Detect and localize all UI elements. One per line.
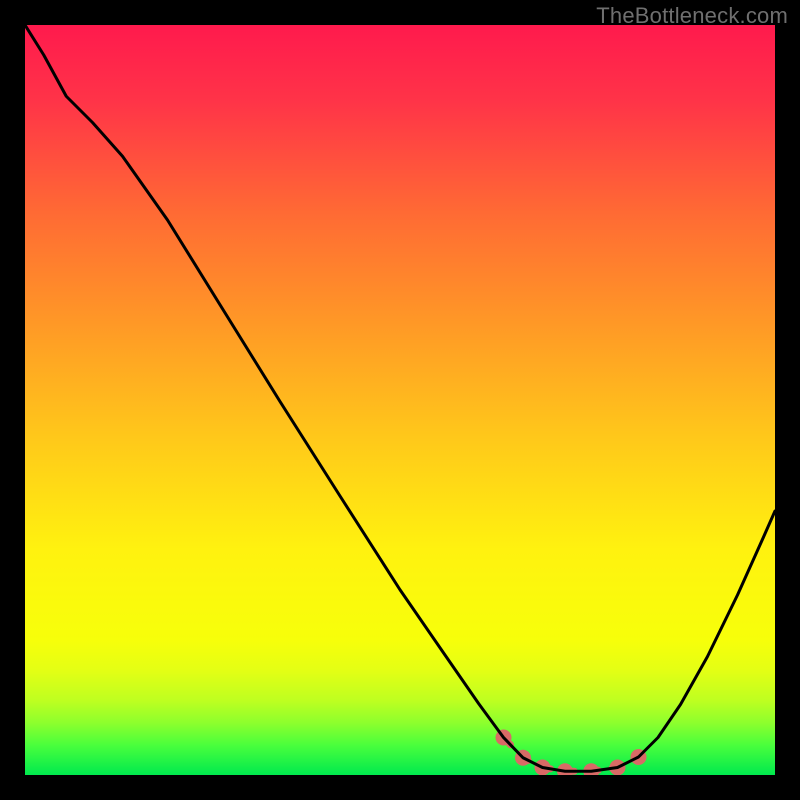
chart-background [25,25,775,775]
chart-frame: TheBottleneck.com [0,0,800,800]
bottleneck-chart [25,25,775,775]
